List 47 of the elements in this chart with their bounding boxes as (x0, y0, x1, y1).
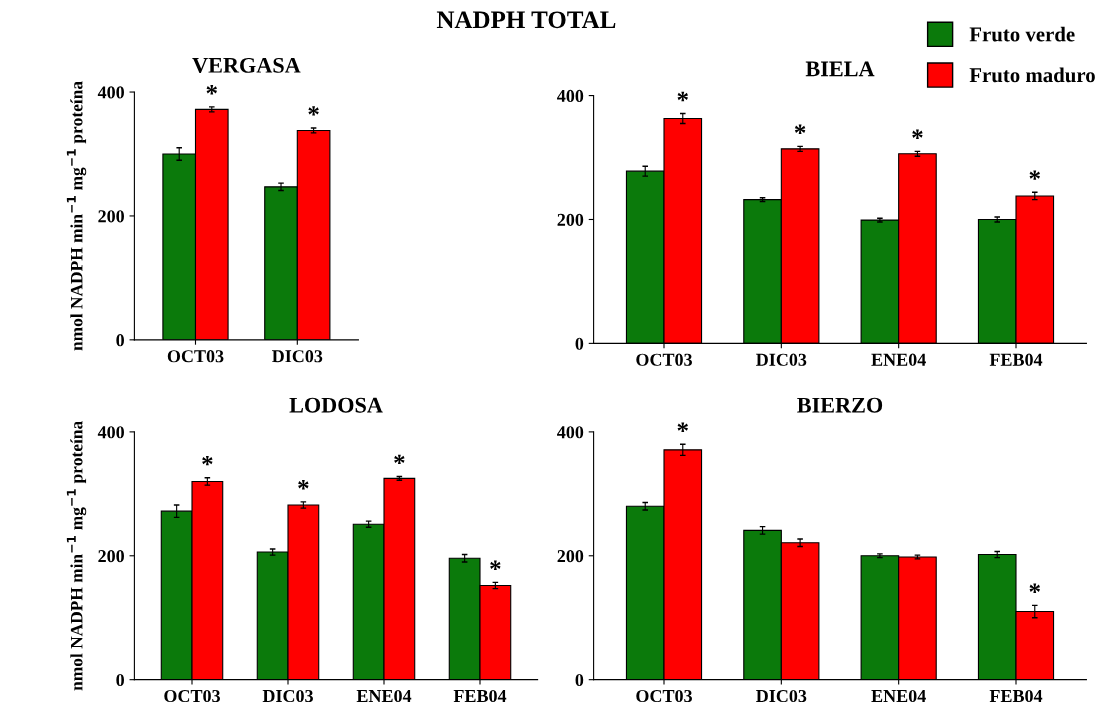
chart-title: VERGASA (192, 57, 301, 73)
y-tick-label: 200 (98, 550, 124, 563)
chart-title: BIELA (805, 61, 875, 77)
y-tick-label: 400 (557, 89, 584, 103)
annotation: * (308, 106, 319, 116)
x-tick-label: FEB04 (989, 353, 1043, 366)
x-tick-label: OCT03 (636, 353, 692, 366)
y-tick-label: 200 (98, 210, 124, 223)
x-tick-label: DIC03 (756, 353, 807, 366)
x-tick-label: DIC03 (262, 689, 313, 703)
chart-title: LODOSA (289, 397, 383, 413)
x-tick-label: OCT03 (636, 689, 692, 703)
x-tick-label: FEB04 (453, 689, 507, 703)
legend-label: Fruto verde (969, 26, 1075, 42)
x-tick-label: DIC03 (272, 350, 323, 363)
x-tick-label: ENE04 (871, 689, 926, 703)
y-axis-title: nmol NADPH min$^{−1}$ mg$^{−1}$ proteína (66, 421, 87, 691)
annotation: * (394, 454, 405, 465)
y-tick-label: 200 (557, 550, 584, 563)
legend-label: Fruto maduro (969, 67, 1095, 83)
y-tick-label: 400 (97, 426, 124, 439)
y-tick-label: 400 (97, 86, 124, 99)
annotation: * (206, 85, 217, 95)
x-tick-label: ENE04 (871, 353, 926, 366)
annotation: * (298, 480, 309, 490)
y-tick-label: 0 (116, 673, 124, 687)
annotation: * (1029, 583, 1040, 593)
x-tick-label: OCT03 (167, 350, 224, 363)
y-tick-label: 0 (116, 334, 124, 347)
chart-title: BIERZO (797, 397, 883, 413)
annotation: * (1029, 170, 1040, 180)
x-tick-label: ENE04 (356, 689, 412, 703)
annotation: * (490, 560, 501, 571)
x-tick-label: DIC03 (756, 689, 807, 703)
y-tick-label: 200 (557, 213, 584, 226)
y-axis-title: nmol NADPH min$^{−1}$ mg$^{−1}$ proteína (66, 81, 87, 351)
x-tick-label: OCT03 (164, 689, 220, 703)
y-tick-label: 0 (575, 337, 584, 350)
y-tick-label: 0 (575, 673, 584, 687)
x-tick-label: FEB04 (989, 689, 1043, 703)
annotation: * (677, 91, 688, 102)
annotation: * (794, 124, 806, 134)
chart-subtitle: NADPH TOTAL (436, 11, 616, 29)
annotation: * (677, 422, 688, 432)
y-tick-label: 400 (557, 426, 584, 439)
annotation: * (912, 129, 923, 139)
annotation: * (202, 455, 213, 466)
